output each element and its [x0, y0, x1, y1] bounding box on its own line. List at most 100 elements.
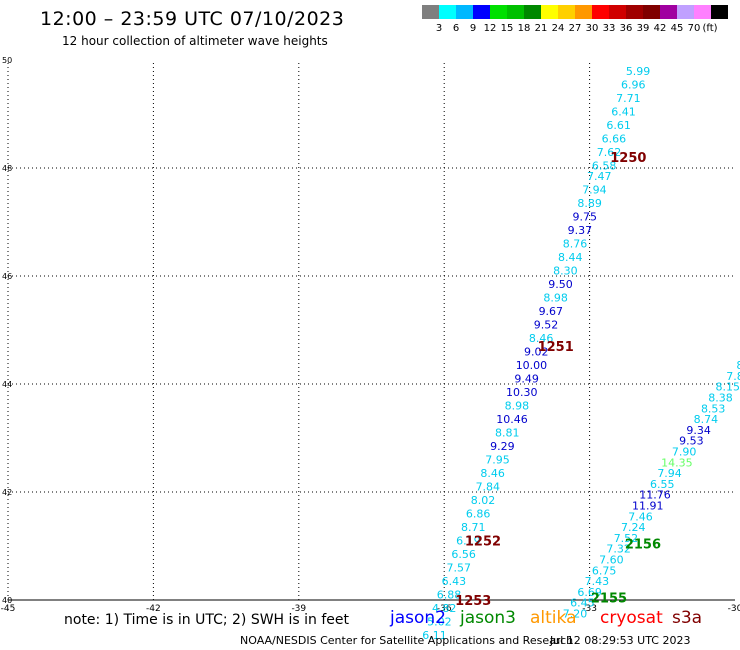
- swh-value-label: 6.45: [570, 597, 595, 610]
- swh-value-label: 7.71: [616, 92, 641, 105]
- swh-value-label: 7.94: [582, 184, 607, 197]
- swh-value-label: 8.98: [543, 292, 568, 305]
- satellite-altika: altika: [530, 608, 577, 628]
- swh-value-label: 9.53: [679, 435, 704, 448]
- swh-value-label: 6.19: [456, 535, 481, 548]
- chart-title: 12:00 – 23:59 UTC 07/10/2023: [40, 8, 345, 30]
- swh-value-label: 9.67: [539, 305, 564, 318]
- swh-value-label: 7.32: [606, 543, 631, 556]
- swh-value-label: 8.53: [701, 402, 726, 415]
- legend-swatch: [456, 5, 473, 19]
- legend-label: 30: [585, 23, 599, 34]
- x-tick-label: -39: [291, 604, 306, 614]
- swh-value-label: 8.74: [694, 413, 719, 426]
- swh-value-label: 6.61: [606, 119, 631, 132]
- swh-value-label: 7.60: [599, 554, 624, 567]
- chart-subtitle: 12 hour collection of altimeter wave hei…: [62, 34, 328, 48]
- legend-label: 36: [619, 23, 633, 34]
- swh-value-label: 8: [736, 359, 740, 372]
- satellite-cryosat: cryosat: [600, 608, 663, 628]
- swh-value-label: 6.55: [650, 478, 675, 491]
- swh-value-label: 7.57: [446, 562, 471, 575]
- swh-value-label: 6.56: [451, 548, 476, 561]
- y-tick-label: 44: [2, 380, 12, 389]
- pass-number-label: 1251: [538, 340, 574, 355]
- legend-swatch: [558, 5, 575, 19]
- swh-value-label: 9.37: [568, 224, 593, 237]
- legend-swatch: [626, 5, 643, 19]
- legend-swatch: [490, 5, 507, 19]
- swh-value-label: 7.20: [563, 608, 588, 621]
- y-tick-label: 46: [2, 272, 12, 281]
- swh-value-label: 6.41: [611, 105, 636, 118]
- legend-label: 3: [435, 23, 443, 34]
- swh-value-label: 6.43: [442, 575, 467, 588]
- swh-value-label: 8.15: [715, 381, 740, 394]
- swh-value-label: 7.47: [587, 170, 612, 183]
- swh-value-label: 9.29: [490, 440, 515, 453]
- legend-label: 9: [469, 23, 477, 34]
- swh-value-label: 8.30: [553, 265, 578, 278]
- swh-value-label: 6.66: [602, 132, 627, 145]
- swh-value-label: 8.38: [708, 392, 733, 405]
- legend-swatch: [439, 5, 456, 19]
- swh-value-label: 6.11: [422, 629, 447, 642]
- legend-swatch: [507, 5, 524, 19]
- swh-value-label: 9.75: [573, 211, 598, 224]
- footer-note: note: 1) Time is in UTC; 2) SWH is in fe…: [64, 612, 350, 628]
- swh-value-label: 10.30: [506, 386, 538, 399]
- legend-swatch: [592, 5, 609, 19]
- satellite-jason3: jason3: [460, 608, 516, 628]
- x-tick-label: -45: [1, 604, 16, 614]
- swh-value-label: 9.02: [524, 346, 549, 359]
- legend-swatch: [677, 5, 694, 19]
- swh-value-label: 7.24: [621, 521, 646, 534]
- legend-swatch: [694, 5, 711, 19]
- swh-value-label: 7.90: [672, 446, 697, 459]
- swh-value-label: 8.46: [529, 332, 554, 345]
- legend-label: 39: [636, 23, 650, 34]
- swh-value-label: 7.62: [597, 146, 622, 159]
- pass-number-label: 1252: [465, 535, 501, 550]
- swh-value-label: 6.88: [437, 589, 462, 602]
- swh-value-label: 9.50: [548, 278, 573, 291]
- legend-label: 15: [500, 23, 514, 34]
- legend-swatch: [473, 5, 490, 19]
- legend-label: 12: [483, 23, 497, 34]
- swh-value-label: 8.81: [495, 427, 520, 440]
- legend-label: 21: [534, 23, 548, 34]
- swh-value-label: 8.46: [480, 467, 505, 480]
- legend-label: 33: [602, 23, 616, 34]
- satellite-s3a: s3a: [672, 608, 703, 628]
- legend-swatch: [541, 5, 558, 19]
- swh-value-label: 4.82: [432, 602, 457, 615]
- swh-value-label: 9.52: [534, 319, 559, 332]
- swh-value-label: 8.76: [563, 238, 588, 251]
- legend-swatch: [609, 5, 626, 19]
- pass-number-label: 1250: [610, 151, 646, 166]
- satellite-jason2: jason2: [390, 608, 446, 628]
- swh-value-label: 8.44: [558, 251, 583, 264]
- pass-number-label: 2155: [591, 591, 627, 606]
- swh-value-label: 7.52: [614, 532, 639, 545]
- pass-number-label: 1253: [455, 594, 491, 609]
- legend-swatch: [660, 5, 677, 19]
- swh-value-label: 5.02: [427, 616, 452, 629]
- swh-value-label: 8.89: [577, 197, 602, 210]
- legend-label: 18: [517, 23, 531, 34]
- swh-value-label: 6.86: [466, 508, 491, 521]
- swh-value-label: 8.02: [471, 494, 496, 507]
- swh-value-label: 8.98: [505, 400, 530, 413]
- swh-value-label: 6.75: [592, 564, 617, 577]
- swh-value-label: 7.8: [726, 370, 740, 383]
- legend-swatch: [422, 5, 439, 19]
- swh-value-label: 11.91: [632, 500, 664, 513]
- swh-value-label: 10.00: [516, 359, 548, 372]
- y-tick-label: 50: [2, 56, 12, 65]
- x-tick-label: -36: [437, 604, 452, 614]
- legend-swatch: [711, 5, 728, 19]
- swh-value-label: 7.84: [476, 481, 501, 494]
- legend-label: 27: [568, 23, 582, 34]
- pass-number-label: 2156: [625, 537, 661, 552]
